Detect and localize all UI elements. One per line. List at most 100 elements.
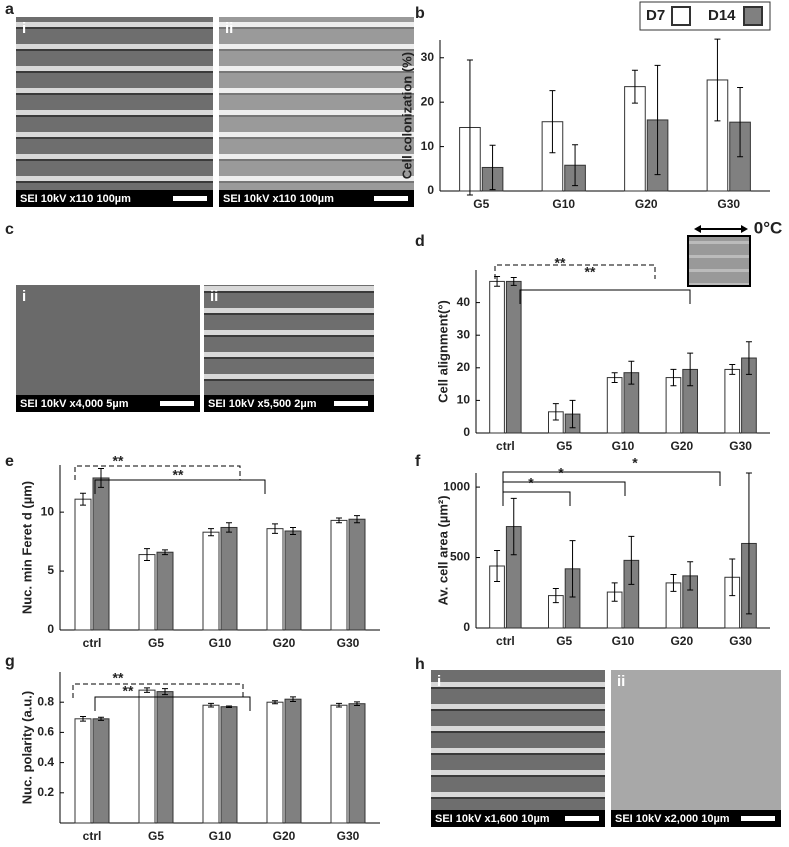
legend-swatch bbox=[671, 6, 691, 26]
error-bar bbox=[144, 548, 150, 561]
x-tick-label: ctrl bbox=[83, 829, 102, 843]
y-axis-label: Nuc. min Feret d (µm) bbox=[19, 481, 34, 614]
image-label: ii bbox=[210, 288, 218, 305]
y-tick-label: 20 bbox=[457, 360, 471, 374]
significance-bracket bbox=[94, 479, 266, 494]
error-bar bbox=[552, 588, 559, 604]
caption-bar bbox=[16, 190, 213, 207]
x-tick-label: G30 bbox=[729, 634, 752, 648]
caption-bar bbox=[431, 810, 605, 827]
error-bar bbox=[354, 515, 360, 524]
error-bar bbox=[687, 352, 694, 387]
scale-bar bbox=[173, 196, 207, 201]
x-tick-label: G30 bbox=[337, 829, 360, 843]
image-label: i bbox=[22, 288, 26, 305]
x-tick-label: G10 bbox=[612, 439, 635, 453]
bar bbox=[330, 519, 348, 631]
panel-label: c bbox=[5, 221, 14, 238]
scale-bar bbox=[565, 816, 599, 821]
panel-label: g bbox=[5, 653, 15, 670]
y-axis-label: Nuc. polarity (a.u.) bbox=[19, 691, 34, 804]
micrograph bbox=[611, 670, 781, 827]
significance-bracket bbox=[502, 471, 721, 486]
bar bbox=[724, 368, 741, 434]
y-tick-label: 0.8 bbox=[37, 694, 54, 708]
error-bar bbox=[729, 558, 736, 597]
panel-label: f bbox=[415, 453, 421, 470]
error-bar bbox=[489, 144, 496, 191]
error-bar bbox=[226, 522, 232, 533]
x-tick-label: G5 bbox=[556, 439, 572, 453]
error-bar bbox=[569, 540, 576, 598]
legend-swatch bbox=[743, 6, 763, 26]
error-bar bbox=[654, 64, 661, 176]
error-bar bbox=[745, 341, 752, 375]
error-bar bbox=[611, 372, 618, 383]
error-bar bbox=[670, 368, 677, 387]
error-bar bbox=[208, 528, 214, 537]
significance-bracket bbox=[72, 683, 244, 698]
y-tick-label: 0.6 bbox=[37, 725, 54, 739]
bar bbox=[74, 498, 92, 631]
bar bbox=[138, 554, 156, 631]
x-tick-label: G5 bbox=[148, 829, 164, 843]
caption: SEI 10kV x5,500 2µm bbox=[208, 398, 317, 410]
error-bar bbox=[80, 716, 86, 722]
x-tick-label: G30 bbox=[337, 636, 360, 650]
y-tick-label: 500 bbox=[450, 550, 470, 564]
annotation: * bbox=[558, 465, 564, 481]
y-axis-label: Av. cell area (µm²) bbox=[435, 495, 450, 605]
error-bar bbox=[745, 472, 752, 615]
error-bar bbox=[714, 38, 721, 122]
annotation: * bbox=[632, 455, 638, 471]
error-bar bbox=[290, 696, 296, 702]
bar bbox=[92, 477, 110, 631]
error-bar bbox=[510, 497, 517, 556]
significance-bracket bbox=[94, 696, 251, 711]
y-tick-label: 0 bbox=[463, 425, 470, 439]
error-bar bbox=[466, 59, 473, 196]
micrograph bbox=[219, 17, 414, 207]
bar bbox=[348, 518, 366, 631]
image-label: i bbox=[437, 673, 441, 690]
error-bar bbox=[226, 705, 232, 708]
micrograph bbox=[431, 670, 605, 827]
y-axis-label: Cell colonization (%) bbox=[399, 52, 414, 179]
panel-label: b bbox=[415, 5, 425, 22]
bar bbox=[156, 551, 174, 631]
error-bar bbox=[628, 535, 635, 585]
error-bar bbox=[572, 144, 579, 187]
y-tick-label: 5 bbox=[47, 563, 54, 577]
legend-label: D14 bbox=[708, 7, 736, 24]
error-bar bbox=[737, 87, 744, 158]
x-tick-label: G30 bbox=[717, 197, 740, 211]
error-bar bbox=[687, 561, 694, 591]
x-tick-label: ctrl bbox=[83, 636, 102, 650]
annotation: ** bbox=[123, 683, 134, 699]
image-label: ii bbox=[617, 673, 625, 690]
caption-bar bbox=[204, 395, 374, 412]
annotation: 0°C bbox=[754, 218, 783, 237]
error-bar bbox=[729, 364, 736, 375]
orientation-icon bbox=[687, 225, 751, 287]
bar bbox=[266, 528, 284, 631]
error-bar bbox=[670, 573, 677, 592]
y-tick-label: 40 bbox=[457, 295, 471, 309]
y-tick-label: 10 bbox=[41, 504, 55, 518]
x-tick-label: G10 bbox=[209, 636, 232, 650]
x-tick-label: G20 bbox=[670, 634, 693, 648]
bar bbox=[284, 698, 302, 824]
micrograph bbox=[204, 285, 374, 412]
x-tick-label: G20 bbox=[670, 439, 693, 453]
error-bar bbox=[208, 702, 214, 708]
y-tick-label: 0 bbox=[47, 622, 54, 636]
y-tick-label: 0.2 bbox=[37, 785, 54, 799]
x-tick-label: G20 bbox=[635, 197, 658, 211]
x-tick-label: G5 bbox=[148, 636, 164, 650]
significance-bracket bbox=[494, 264, 656, 279]
error-bar bbox=[336, 702, 342, 708]
x-tick-label: G20 bbox=[273, 636, 296, 650]
micrograph bbox=[16, 285, 200, 412]
error-bar bbox=[80, 492, 86, 506]
